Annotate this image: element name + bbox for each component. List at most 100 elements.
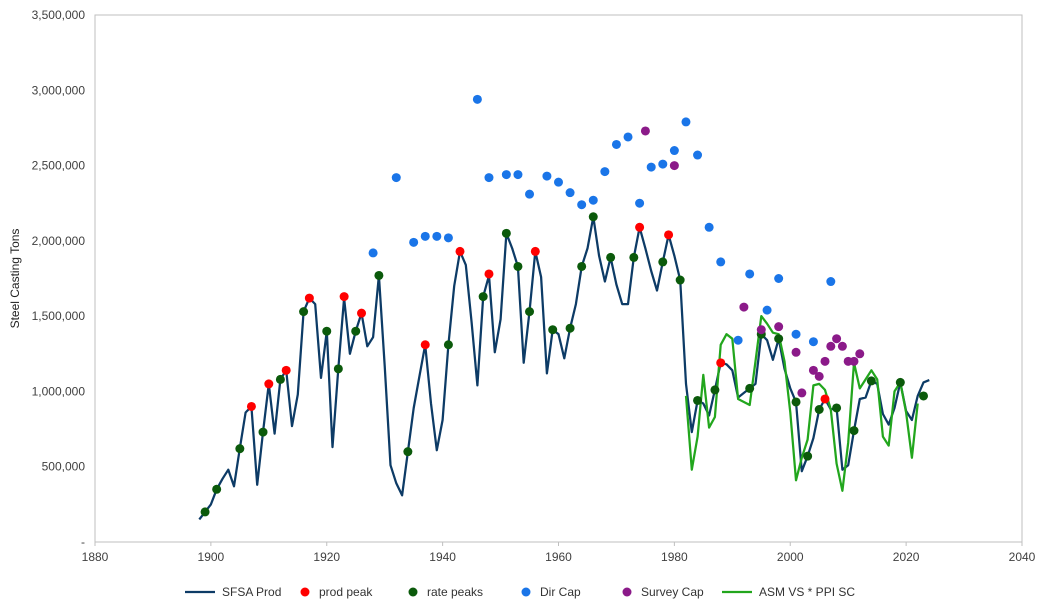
point-rate-peaks [501,228,511,238]
point-survey-cap [832,334,842,344]
point-survey-cap [826,341,836,351]
point-rate-peaks [629,252,639,262]
legend-item-rate-peaks: rate peaks [408,585,483,599]
point-rate-peaks [374,270,384,280]
x-tick-label: 1880 [82,550,109,564]
point-dir-cap [623,132,633,142]
point-dir-cap [525,189,535,199]
point-rate-peaks [299,307,309,317]
point-rate-peaks [351,326,361,336]
point-prod-peak [664,230,674,240]
point-survey-cap [669,161,679,171]
point-dir-cap [484,173,494,183]
y-tick-label: 1,000,000 [32,384,86,398]
point-survey-cap [814,371,824,381]
point-rate-peaks [513,261,523,271]
point-prod-peak [635,222,645,232]
point-survey-cap [791,347,801,357]
point-dir-cap [808,337,818,347]
point-rate-peaks [866,376,876,386]
point-dir-cap [681,117,691,127]
legend-swatch-survey-cap [622,587,632,597]
point-rate-peaks [803,451,813,461]
point-prod-peak [246,401,256,411]
point-rate-peaks [443,340,453,350]
point-rate-peaks [565,323,575,333]
point-prod-peak [264,379,274,389]
point-rate-peaks [606,252,616,262]
legend-item-asm-vs-ppi-sc: ASM VS * PPI SC [722,585,855,599]
point-rate-peaks [212,484,222,494]
point-rate-peaks [849,426,859,436]
point-rate-peaks [919,391,929,401]
point-rate-peaks [832,403,842,413]
point-survey-cap [837,341,847,351]
legend-swatch-dir-cap [521,587,531,597]
point-dir-cap [588,195,598,205]
point-rate-peaks [403,447,413,457]
y-tick-label: 2,000,000 [32,234,86,248]
legend-swatch-rate-peaks [408,587,418,597]
point-rate-peaks [675,275,685,285]
point-survey-cap [756,325,766,335]
point-prod-peak [455,246,465,256]
point-dir-cap [600,167,610,177]
axes: - 500,000 1,000,000 1,500,000 2,000,000 2,500… [32,8,1036,564]
point-prod-peak [530,246,540,256]
point-dir-cap [565,188,575,198]
point-dir-cap [774,274,784,283]
point-prod-peak [304,293,314,303]
legend-item-survey-cap: Survey Cap [622,585,704,599]
point-rate-peaks [814,404,824,414]
point-rate-peaks [577,261,587,271]
x-tick-label: 2000 [777,550,804,564]
x-tick-label: 1940 [429,550,456,564]
point-dir-cap [669,146,679,156]
point-rate-peaks [745,383,755,393]
point-prod-peak [357,308,367,318]
point-dir-cap [791,329,801,339]
x-tick-label: 1900 [198,550,225,564]
point-survey-cap [820,356,830,366]
point-dir-cap [542,171,552,181]
point-rate-peaks [774,334,784,344]
point-dir-cap [658,159,668,169]
legend-label-prod-peak: prod peak [319,585,373,599]
point-rate-peaks [525,307,535,317]
point-rate-peaks [322,326,332,336]
point-prod-peak [339,292,349,302]
point-dir-cap [693,150,703,160]
point-survey-cap [797,388,807,398]
legend-label-rate-peaks: rate peaks [427,585,483,599]
point-rate-peaks [235,444,245,454]
point-dir-cap [716,257,726,267]
y-tick-label: 3,000,000 [32,83,86,97]
point-dir-cap [646,162,656,172]
point-dir-cap [501,170,511,180]
point-rate-peaks [548,325,558,335]
point-rate-peaks [710,385,720,395]
x-tick-label: 1920 [313,550,340,564]
point-survey-cap [739,302,749,312]
y-tick-label: 3,500,000 [32,8,86,22]
point-rate-peaks [258,427,268,437]
point-prod-peak [820,394,830,404]
legend-label-asm-vs-ppi-sc: ASM VS * PPI SC [759,585,855,599]
legend-swatch-prod-peak [300,587,310,597]
point-rate-peaks [333,364,343,374]
point-dir-cap [368,248,378,258]
point-dir-cap [745,269,755,279]
point-survey-cap [855,349,865,359]
legend-item-sfsa-prod: SFSA Prod [185,585,281,599]
point-survey-cap [640,126,650,136]
point-rate-peaks [478,292,488,302]
point-rate-peaks [658,257,668,267]
point-rate-peaks [693,395,703,405]
point-dir-cap [420,231,430,241]
legend: SFSA Prod prod peak rate peaks Dir Cap Surve… [185,585,855,599]
legend-item-dir-cap: Dir Cap [521,585,581,599]
plot-border [94,14,1023,543]
y-tick-label: 500,000 [42,460,86,474]
point-rate-peaks [895,377,905,387]
point-rate-peaks [588,212,598,222]
